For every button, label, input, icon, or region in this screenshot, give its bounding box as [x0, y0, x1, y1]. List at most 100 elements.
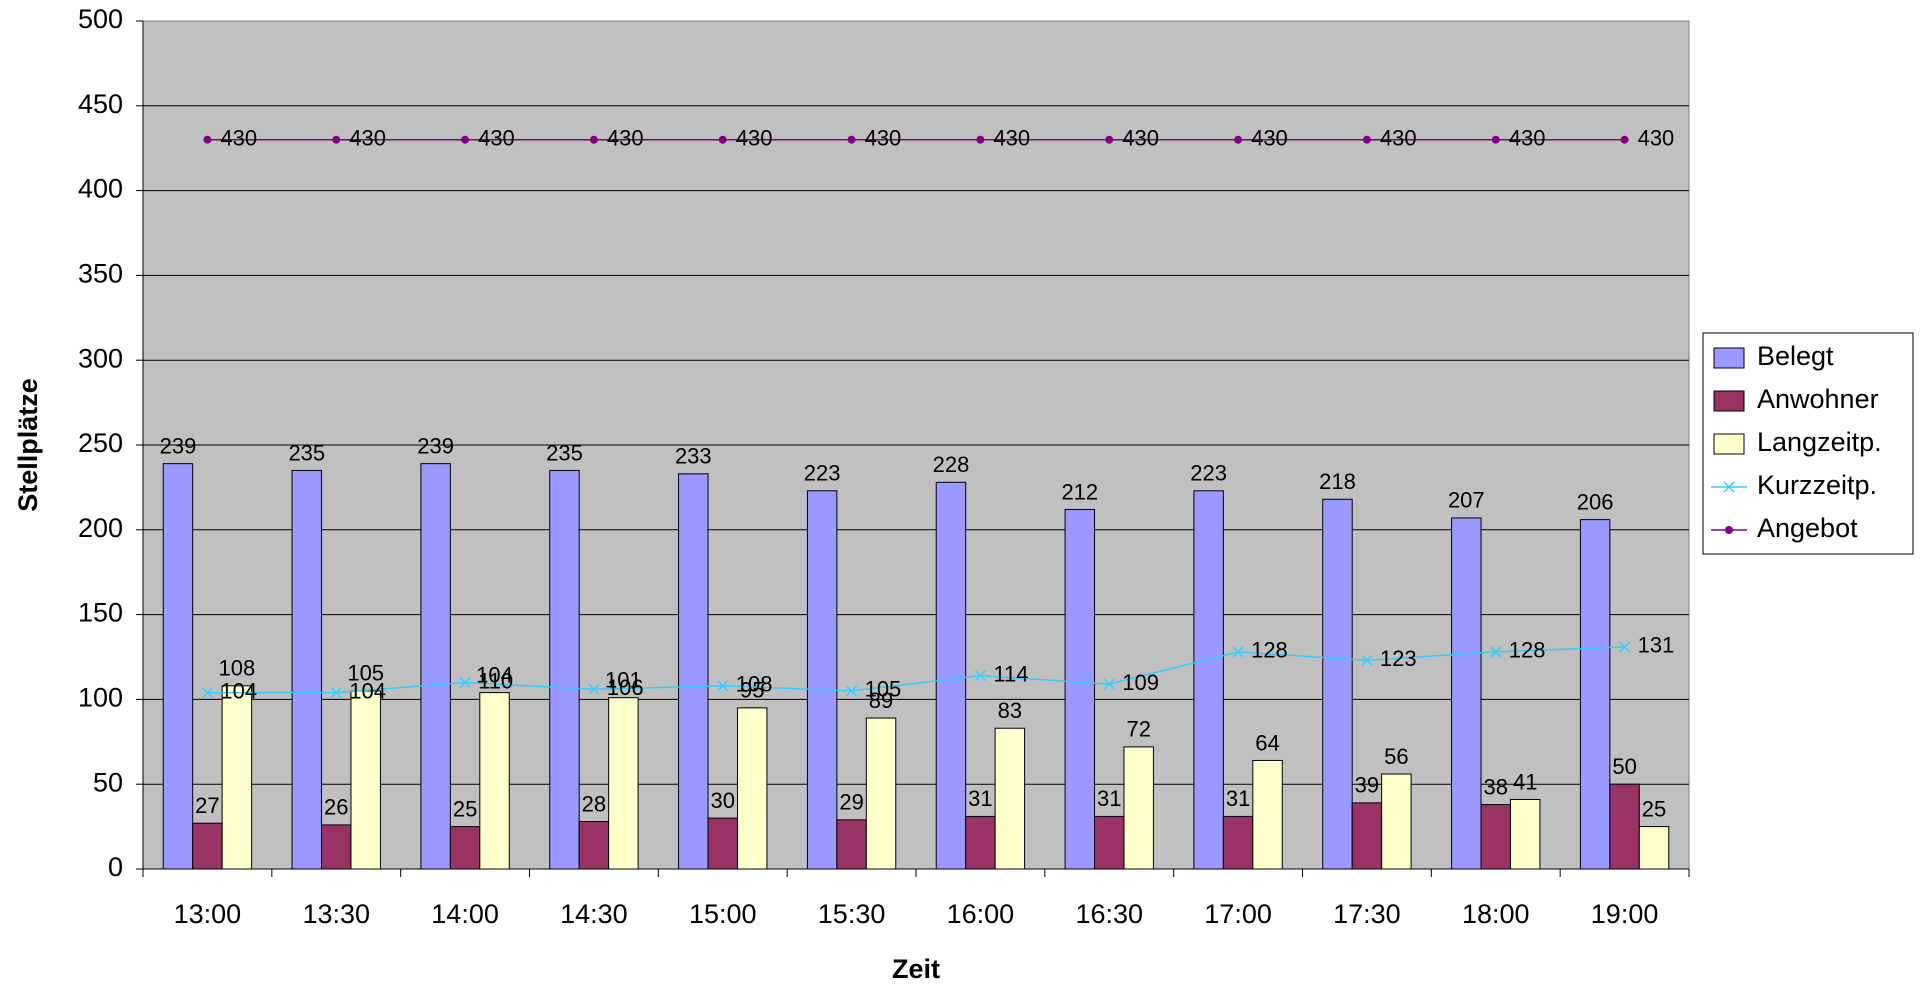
bar: [1094, 815, 1125, 870]
data-label: 430: [607, 126, 644, 151]
data-label: 430: [349, 126, 386, 151]
marker: [1491, 135, 1500, 144]
x-tick-label: 16:30: [1075, 899, 1143, 929]
x-tick-label: 13:30: [302, 899, 370, 929]
data-label: 72: [1126, 717, 1150, 742]
x-axis-title: Zeit: [892, 954, 940, 984]
x-tick-label: 18:00: [1462, 899, 1530, 929]
x-tick-label: 15:00: [689, 899, 757, 929]
marker: [1619, 641, 1631, 653]
data-label: 56: [1384, 744, 1408, 769]
marker: [1362, 135, 1371, 144]
bar: [994, 727, 1026, 870]
bar: [935, 481, 967, 870]
bar: [806, 490, 838, 870]
x-tick-label: 19:00: [1591, 899, 1659, 929]
x-tick-label: 14:00: [431, 899, 499, 929]
bar: [678, 473, 709, 870]
data-label: 218: [1319, 469, 1356, 494]
data-label: 108: [736, 672, 773, 697]
marker: [1234, 135, 1243, 144]
bar: [291, 469, 323, 870]
marker: [589, 135, 598, 144]
data-label: 50: [1612, 754, 1636, 779]
data-label: 239: [417, 433, 454, 458]
bar: [192, 822, 223, 870]
legend-label: Belegt: [1757, 341, 1834, 371]
data-label: 233: [675, 444, 712, 469]
y-tick-label: 250: [78, 428, 123, 458]
bar: [608, 697, 639, 870]
bar: [479, 692, 510, 870]
bar: [1193, 490, 1224, 870]
x-tick-label: 13:00: [174, 899, 242, 929]
bar: [865, 717, 897, 870]
bar: [965, 815, 996, 870]
bar: [221, 685, 253, 870]
marker: [717, 680, 729, 692]
bar: [1381, 773, 1412, 870]
data-label: 207: [1448, 488, 1485, 513]
data-label: 29: [839, 790, 863, 815]
data-label: 123: [1380, 646, 1417, 671]
y-tick-label: 200: [78, 513, 123, 543]
bar: [1322, 498, 1353, 870]
data-label: 31: [1097, 786, 1121, 811]
data-label: 27: [195, 793, 219, 818]
data-label: 64: [1255, 730, 1279, 755]
data-label: 31: [968, 786, 992, 811]
y-tick-label: 100: [78, 683, 123, 713]
legend-marker: [1723, 481, 1735, 493]
y-tick-label: 350: [78, 259, 123, 289]
marker: [201, 687, 213, 699]
y-tick-label: 50: [93, 767, 123, 797]
data-label: 223: [1190, 461, 1227, 486]
data-label: 89: [869, 688, 893, 713]
data-label: 83: [998, 698, 1022, 723]
y-tick-label: 300: [78, 343, 123, 373]
marker: [330, 687, 342, 699]
marker: [847, 135, 856, 144]
bar: [836, 819, 867, 870]
bar: [1480, 804, 1511, 870]
y-tick-label: 450: [78, 89, 123, 119]
line: [207, 646, 1625, 694]
data-label: 110: [478, 668, 513, 693]
bar: [1579, 519, 1611, 870]
data-label: 104: [220, 678, 257, 703]
marker: [1232, 646, 1244, 658]
data-label: 105: [865, 677, 902, 702]
y-tick-label: 0: [108, 852, 123, 882]
x-tick-label: 14:30: [560, 899, 628, 929]
legend-marker: [1725, 526, 1733, 534]
marker: [718, 135, 727, 144]
data-label: 128: [1509, 638, 1546, 663]
data-label: 131: [1638, 633, 1675, 658]
marker: [588, 683, 600, 695]
data-label: 430: [1638, 126, 1675, 151]
bar: [420, 463, 451, 870]
data-label: 95: [740, 678, 764, 703]
bar: [162, 463, 194, 870]
marker: [461, 135, 470, 144]
marker: [203, 135, 212, 144]
x-tick-label: 15:30: [818, 899, 886, 929]
data-label: 25: [453, 796, 477, 821]
bar: [1351, 802, 1383, 870]
data-label: 25: [1642, 796, 1666, 821]
x-tick-label: 17:00: [1204, 899, 1272, 929]
marker: [1490, 646, 1502, 658]
data-label: 430: [1251, 126, 1288, 151]
x-tick-label: 17:30: [1333, 899, 1401, 929]
marker: [974, 670, 986, 682]
data-label: 38: [1484, 774, 1508, 799]
data-label: 128: [1251, 638, 1288, 663]
data-label: 430: [1380, 126, 1417, 151]
marker: [1620, 135, 1629, 144]
marker: [1361, 654, 1373, 666]
marker: [846, 685, 858, 697]
data-label: 26: [324, 795, 348, 820]
bar: [1609, 783, 1640, 870]
y-tick-label: 150: [78, 598, 123, 628]
